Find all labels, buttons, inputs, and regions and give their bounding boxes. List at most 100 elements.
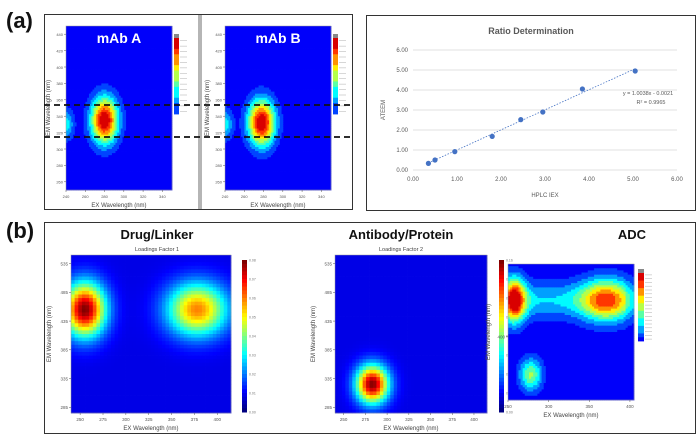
y-tick-label: 440 xyxy=(215,32,222,37)
x-tick-label: 240 xyxy=(63,194,70,199)
trendline xyxy=(428,68,636,164)
colorbar-label: 0.02 xyxy=(249,373,256,377)
y-tick-label: 335 xyxy=(60,376,68,381)
drug-linker-title: Drug/Linker xyxy=(121,227,194,242)
x-tick-label: 280 xyxy=(260,194,267,199)
colorbar-label: 0.16 xyxy=(506,259,513,263)
y-tick-label: 380 xyxy=(215,81,222,86)
y-tick-label: 260 xyxy=(56,180,63,185)
adc-title: ADC xyxy=(618,227,647,242)
adc-colorbar xyxy=(638,269,652,342)
y-tick-label: 3.00 xyxy=(396,108,408,114)
y-tick-label: 4.00 xyxy=(396,88,408,94)
ratio-chart-svg: Ratio Determination 0.00 1.00 2.00 3.00 4.00 5… xyxy=(381,26,683,199)
y-tick-label: 2.00 xyxy=(396,128,408,134)
x-tick-label: 250 xyxy=(76,417,84,422)
x-tick-label: 325 xyxy=(405,417,413,422)
data-point xyxy=(452,149,458,155)
y-tick-label: 400 xyxy=(56,65,63,70)
x-tick-label: 5.00 xyxy=(627,177,639,183)
y-tick-label: 400 xyxy=(215,65,222,70)
x-tick-label: 3.00 xyxy=(539,177,551,183)
x-tick-label: 280 xyxy=(101,194,108,199)
colorbar-label: 0.06 xyxy=(249,297,256,301)
y-tick-label: 385 xyxy=(60,348,68,353)
colorbar-label: 0.04 xyxy=(249,335,256,339)
x-tick-label: 340 xyxy=(318,194,325,199)
x-tick-label: 6.00 xyxy=(671,177,683,183)
x-tick-label: 400 xyxy=(470,417,478,422)
y-tick-label: 400 xyxy=(497,334,505,339)
x-tick-label: 2.00 xyxy=(495,177,507,183)
y-tick-label: 320 xyxy=(215,130,222,135)
x-tick-label: 300 xyxy=(383,417,391,422)
y-tick-label: 340 xyxy=(215,114,222,119)
y-tick-label: 385 xyxy=(324,348,332,353)
y-tick-label: 260 xyxy=(215,180,222,185)
y-tick-label: 285 xyxy=(324,405,332,410)
y-tick-label: 535 xyxy=(324,261,332,266)
y-tick-label: 435 xyxy=(324,319,332,324)
x-tick-label: 275 xyxy=(99,417,107,422)
x-axis-label: EX Wavelength (nm) xyxy=(250,203,305,209)
loadings-svg: Drug/Linker Loadings Factor 1 250 275 300 325… xyxy=(47,227,652,432)
x-tick-label: 300 xyxy=(545,404,553,409)
antibody-protein-title: Antibody/Protein xyxy=(349,227,454,242)
data-point xyxy=(632,68,638,74)
antibody-protein-subtitle: Loadings Factor 2 xyxy=(379,247,423,253)
x-tick-label: 0.00 xyxy=(407,177,419,183)
mab-b-title: mAb B xyxy=(255,30,300,46)
x-tick-label: 240 xyxy=(222,194,229,199)
x-tick-label: 375 xyxy=(448,417,456,422)
y-tick-label: 380 xyxy=(56,81,63,86)
x-tick-label: 320 xyxy=(140,194,147,199)
x-tick-label: 300 xyxy=(122,417,130,422)
y-axis-label: EM Wavelength (nm) xyxy=(311,306,317,362)
x-tick-label: 260 xyxy=(241,194,248,199)
heatmap-adc xyxy=(508,264,635,401)
colorbar-label: 0.01 xyxy=(249,392,256,396)
mab-b-colorbar xyxy=(333,34,346,115)
y-axis-label: EM Wavelength (nm) xyxy=(486,304,492,360)
data-point xyxy=(579,86,585,92)
data-point xyxy=(425,160,431,166)
ratio-chart-box xyxy=(366,15,696,211)
mab-heatmaps-svg: 240 260 280 300 320 340 440 420 400 380 360 340 320 3… xyxy=(44,25,353,209)
y-tick-label: 335 xyxy=(324,376,332,381)
x-axis-label: EX Wavelength (nm) xyxy=(383,426,438,432)
plot-frame xyxy=(70,254,232,414)
y-tick-label: 5.00 xyxy=(396,68,408,74)
plot-frame xyxy=(507,263,635,401)
x-axis-label: HPLC IEX xyxy=(531,193,558,199)
colorbar-label: 0.03 xyxy=(249,354,256,358)
colorbar-label: 0.00 xyxy=(506,411,513,415)
y-tick-label: 440 xyxy=(56,32,63,37)
panel-divider xyxy=(198,15,202,209)
data-point xyxy=(432,157,438,163)
heatmap-mab-a xyxy=(66,26,173,191)
mab-a-colorbar xyxy=(174,34,187,115)
x-tick-label: 260 xyxy=(82,194,89,199)
y-tick-label: 360 xyxy=(215,98,222,103)
panel-label-b: (b) xyxy=(6,218,35,243)
y-axis-label: ATEEM xyxy=(381,100,387,120)
heatmap-mab-b xyxy=(225,26,332,191)
y-tick-label: 6.00 xyxy=(396,48,408,54)
panel-label-a: (a) xyxy=(6,8,33,33)
data-point xyxy=(518,117,524,123)
heatmap-antibody-protein xyxy=(335,255,488,414)
drug-linker-colorbar: 0.08 0.07 0.06 0.05 0.04 0.03 0.02 0.01 0.00 xyxy=(242,259,256,415)
x-tick-label: 350 xyxy=(586,404,594,409)
data-point xyxy=(489,133,495,139)
x-tick-label: 400 xyxy=(214,417,222,422)
x-tick-label: 250 xyxy=(504,404,512,409)
x-tick-label: 350 xyxy=(168,417,176,422)
y-tick-label: 320 xyxy=(56,130,63,135)
y-axis-label: EM Wavelength (nm) xyxy=(46,80,52,136)
y-tick-label: 420 xyxy=(56,48,63,53)
x-tick-label: 1.00 xyxy=(451,177,463,183)
y-axis-label: EM Wavelength (nm) xyxy=(47,306,53,362)
x-tick-label: 300 xyxy=(279,194,286,199)
r-squared: R² = 0.9965 xyxy=(637,100,666,106)
x-tick-label: 4.00 xyxy=(583,177,595,183)
